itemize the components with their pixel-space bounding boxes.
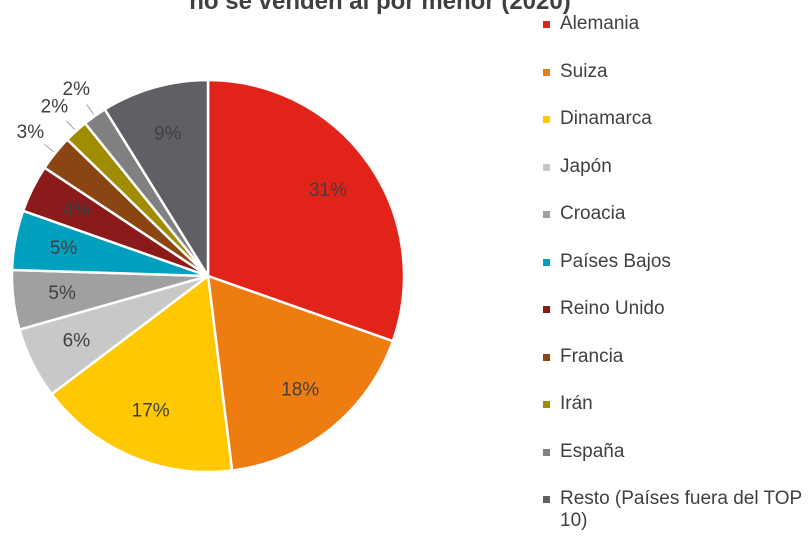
legend-label: Países Bajos: [560, 250, 671, 272]
legend-swatch: [543, 353, 550, 361]
data-label: 18%: [281, 380, 319, 401]
legend-item: Suiza: [543, 61, 808, 83]
legend-swatch: [543, 211, 550, 218]
pie-slice: [49, 273, 234, 474]
legend-swatch: [543, 21, 550, 28]
data-label: 9%: [154, 124, 182, 145]
data-label: 5%: [48, 283, 76, 304]
legend-swatch: [543, 306, 550, 313]
legend-swatch: [543, 448, 550, 456]
legend-item: España: [543, 441, 808, 463]
legend-item: Dinamarca: [543, 108, 808, 130]
data-label: 2%: [63, 79, 91, 100]
legend-label: Croacia: [560, 203, 626, 224]
legend-swatch: [543, 258, 550, 266]
legend-item: Resto (Países fuera del TOP 10): [543, 488, 808, 532]
legend-item: Irán: [543, 393, 808, 415]
pie-slice: [206, 274, 395, 472]
pie-slice: [103, 78, 210, 281]
legend-label: Reino Unido: [560, 298, 665, 319]
chart-title: no se venden al por menor (2020): [189, 0, 571, 15]
legend-item: Países Bajos: [543, 251, 808, 273]
legend-swatch: [543, 68, 550, 76]
leader-line: [86, 104, 95, 115]
data-label: 31%: [309, 180, 347, 201]
legend-label: Japón: [560, 155, 612, 177]
legend-item: Reino Unido: [543, 298, 808, 320]
legend-label: Francia: [560, 345, 624, 367]
legend-swatch: [543, 401, 550, 408]
data-label: 3%: [17, 122, 45, 143]
legend-item: Francia: [543, 346, 808, 368]
data-label: 6%: [63, 331, 91, 352]
legend-swatch: [543, 163, 550, 171]
leader-line: [44, 143, 55, 153]
legend-swatch: [543, 496, 550, 503]
legend-label: Alemania: [560, 13, 640, 34]
legend-swatch: [543, 116, 550, 123]
data-label: 4%: [63, 199, 91, 220]
data-label: 2%: [41, 97, 69, 118]
legend-item: Alemania: [543, 13, 808, 35]
legend-item: Japón: [543, 156, 808, 178]
data-label: 17%: [132, 400, 170, 421]
legend-label: Resto (Países fuera del TOP 10): [560, 488, 802, 531]
legend-item: Croacia: [543, 203, 808, 225]
legend-label: España: [560, 440, 625, 462]
legend-label: Dinamarca: [560, 108, 652, 129]
data-label: 5%: [50, 238, 78, 259]
legend-label: Irán: [560, 393, 593, 414]
legend-label: Suiza: [560, 60, 608, 82]
leader-line: [66, 120, 75, 131]
pie-slice: [206, 78, 406, 343]
